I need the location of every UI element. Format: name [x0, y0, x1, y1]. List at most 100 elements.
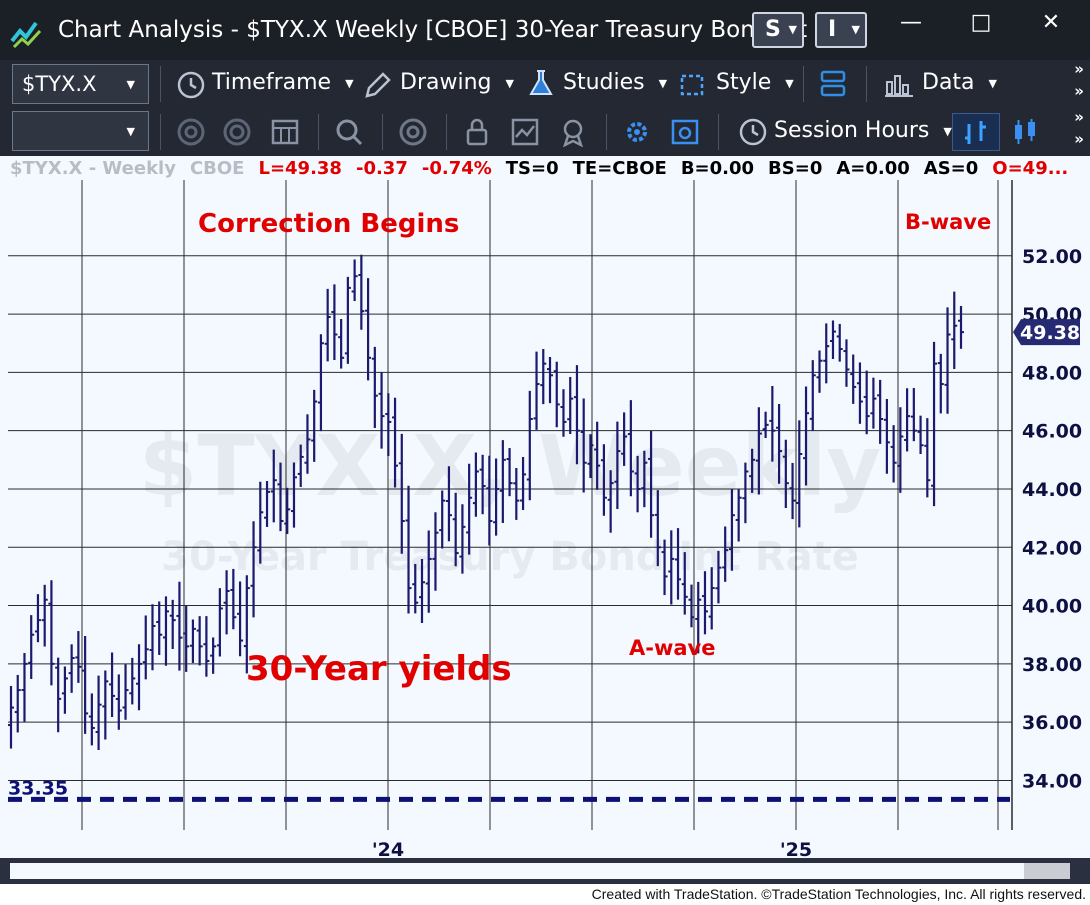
- ohlc-bar: [156, 601, 163, 655]
- drawing-menu[interactable]: Drawing ▼: [400, 70, 514, 95]
- window-title: Chart Analysis - $TYX.X Weekly [CBOE] 30…: [58, 17, 837, 43]
- layout-icon[interactable]: [818, 69, 848, 99]
- target-icon[interactable]: [398, 117, 428, 147]
- ohlc-bar: [284, 487, 291, 535]
- ohlc-bar: [378, 371, 385, 449]
- studies-menu[interactable]: Studies ▼: [563, 70, 667, 95]
- ohlc-bar: [823, 323, 830, 384]
- ohlc-bar: [506, 448, 513, 497]
- status-pct-change: -0.74%: [421, 158, 492, 179]
- ohlc-bar-icon: [965, 121, 986, 144]
- link-symbol-button[interactable]: S ▼: [752, 12, 804, 48]
- scroll-track[interactable]: [10, 863, 1070, 879]
- link-interval-button[interactable]: I ▼: [815, 12, 867, 48]
- ohlc-bar: [701, 571, 708, 635]
- data-icon: [885, 75, 913, 97]
- scanner-icon[interactable]: [222, 117, 252, 147]
- separator: [866, 66, 867, 102]
- ohlc-bar: [587, 434, 594, 479]
- grid-icon[interactable]: [270, 117, 300, 147]
- ohlc-bar: [735, 488, 742, 542]
- timeframe-menu[interactable]: Timeframe ▼: [212, 70, 354, 95]
- time-axis: '24 '25: [372, 839, 812, 861]
- ohlc-bar: [8, 685, 14, 749]
- status-change: -0.37: [355, 158, 408, 179]
- ohlc-bar: [122, 664, 129, 720]
- style-label: Style: [716, 70, 772, 95]
- ohlc-bar: [816, 350, 823, 393]
- ohlc-bar: [371, 346, 378, 429]
- status-ask: A=0.00: [836, 158, 910, 179]
- ohlc-bar: [338, 319, 345, 369]
- ohlc-bar: [297, 444, 304, 487]
- close-button[interactable]: ✕: [1041, 10, 1061, 35]
- main-toolbar: $TYX.X ▼ Timeframe ▼ Drawing ▼ Studies ▼ St…: [0, 60, 1090, 108]
- horizontal-scrollbar[interactable]: [0, 858, 1090, 884]
- bar-chart-type-button[interactable]: [952, 113, 1000, 151]
- ohlc-bar: [762, 411, 769, 439]
- annotation-30-year-yields: 30-Year yields: [246, 649, 512, 689]
- ohlc-bar: [257, 481, 264, 564]
- ohlc-bar: [385, 393, 392, 457]
- ohlc-bar: [809, 360, 816, 431]
- pencil-icon: [365, 72, 391, 98]
- more-icon[interactable]: »: [1074, 60, 1084, 78]
- zoom-icon[interactable]: [334, 117, 364, 147]
- ohlc-bar: [479, 454, 486, 515]
- ohlc-bar: [68, 644, 75, 693]
- ohlc-bar: [803, 386, 810, 486]
- minimize-button[interactable]: —: [900, 10, 922, 35]
- format-window-icon[interactable]: [670, 117, 700, 147]
- ohlc-bar: [877, 379, 884, 444]
- ohlc-bar: [136, 644, 143, 711]
- ohlc-bar: [183, 605, 190, 672]
- scroll-thumb[interactable]: [1024, 863, 1070, 879]
- ohlc-bar: [722, 526, 729, 582]
- ohlc-bar: [109, 652, 116, 718]
- award-icon[interactable]: [558, 117, 588, 147]
- last-price-label: 49.38: [1020, 322, 1080, 344]
- separator: [318, 114, 319, 150]
- chevron-down-icon: ▼: [988, 76, 997, 90]
- ohlc-bar: [540, 349, 547, 405]
- studies-label: Studies: [563, 70, 645, 95]
- more-icon[interactable]: »: [1074, 82, 1084, 100]
- save-chart-icon[interactable]: [510, 117, 540, 147]
- ohlc-bar: [405, 485, 412, 614]
- ohlc-bar: [129, 657, 136, 705]
- ohlc-bar: [958, 305, 964, 349]
- session-hours-menu[interactable]: Session Hours ▼: [774, 118, 952, 143]
- horizontal-line-label: 33.35: [8, 777, 68, 799]
- ohlc-bar: [351, 259, 358, 302]
- ohlc-bar: [189, 619, 196, 663]
- ohlc-bar: [439, 490, 446, 549]
- ohlc-bar: [708, 567, 715, 630]
- ohlc-bar: [526, 390, 533, 501]
- symbol-selector[interactable]: $TYX.X ▼: [12, 64, 149, 104]
- ohlc-bar: [196, 616, 203, 666]
- ohlc-bar: [695, 581, 702, 654]
- radar-icon[interactable]: [176, 117, 206, 147]
- ohlc-bar: [418, 558, 425, 623]
- settings-icon[interactable]: [622, 117, 652, 147]
- data-menu[interactable]: Data ▼: [922, 70, 997, 95]
- ohlc-bar: [243, 575, 250, 674]
- chart-area[interactable]: [0, 156, 1090, 884]
- ohlc-bar: [412, 563, 419, 614]
- ohlc-bar: [931, 341, 938, 507]
- y-tick-label: 38.00: [1022, 654, 1082, 676]
- ohlc-bar: [850, 354, 857, 404]
- lock-icon[interactable]: [462, 117, 492, 147]
- more-icon[interactable]: »: [1074, 108, 1084, 126]
- candlestick-icon[interactable]: [1010, 117, 1040, 147]
- maximize-button[interactable]: □: [970, 10, 992, 35]
- style-menu[interactable]: Style ▼: [716, 70, 794, 95]
- status-bid-size: BS=0: [768, 158, 823, 179]
- ohlc-bar: [21, 653, 28, 722]
- workspace-selector[interactable]: ▼: [12, 111, 149, 151]
- annotation-b-wave: B-wave: [905, 210, 991, 234]
- footer: Created with TradeStation. ©TradeStation…: [0, 884, 1090, 905]
- more-icon[interactable]: »: [1074, 130, 1084, 148]
- ohlc-bar: [728, 489, 735, 571]
